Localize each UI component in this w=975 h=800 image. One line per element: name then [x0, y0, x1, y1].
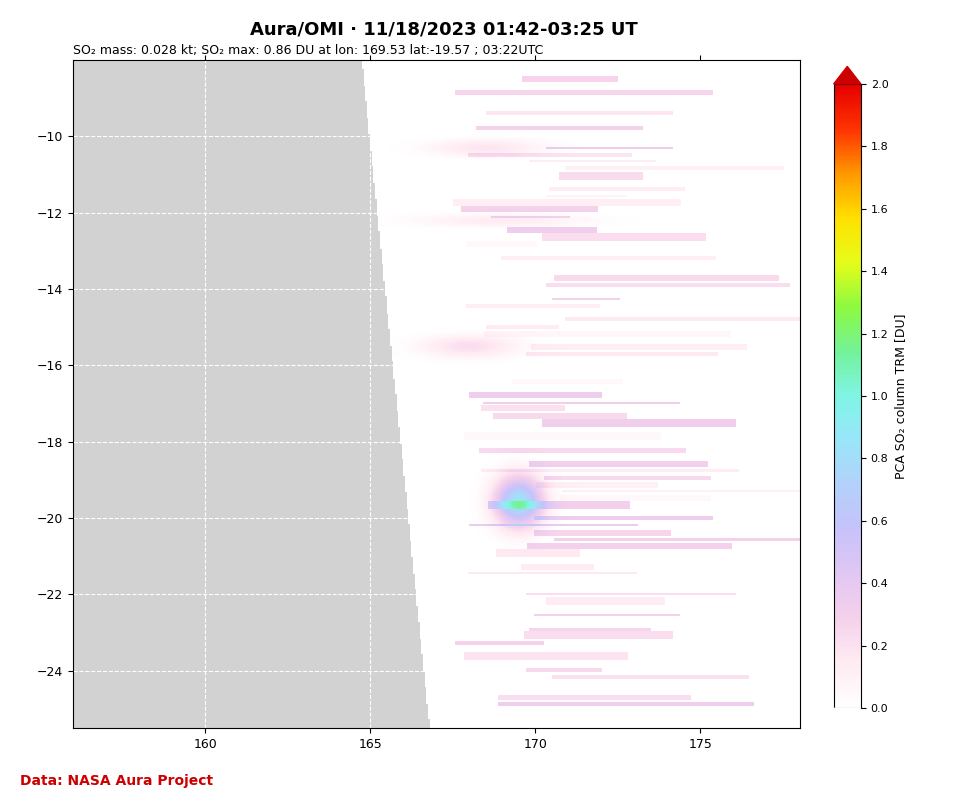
Polygon shape [834, 708, 861, 726]
Text: SO₂ mass: 0.028 kt; SO₂ max: 0.86 DU at lon: 169.53 lat:-19.57 ; 03:22UTC: SO₂ mass: 0.028 kt; SO₂ max: 0.86 DU at … [73, 44, 543, 57]
Text: Data: NASA Aura Project: Data: NASA Aura Project [20, 774, 213, 788]
Y-axis label: PCA SO₂ column TRM [DU]: PCA SO₂ column TRM [DU] [894, 314, 907, 478]
Polygon shape [834, 66, 861, 84]
Text: Aura/OMI · 11/18/2023 01:42-03:25 UT: Aura/OMI · 11/18/2023 01:42-03:25 UT [250, 20, 638, 38]
